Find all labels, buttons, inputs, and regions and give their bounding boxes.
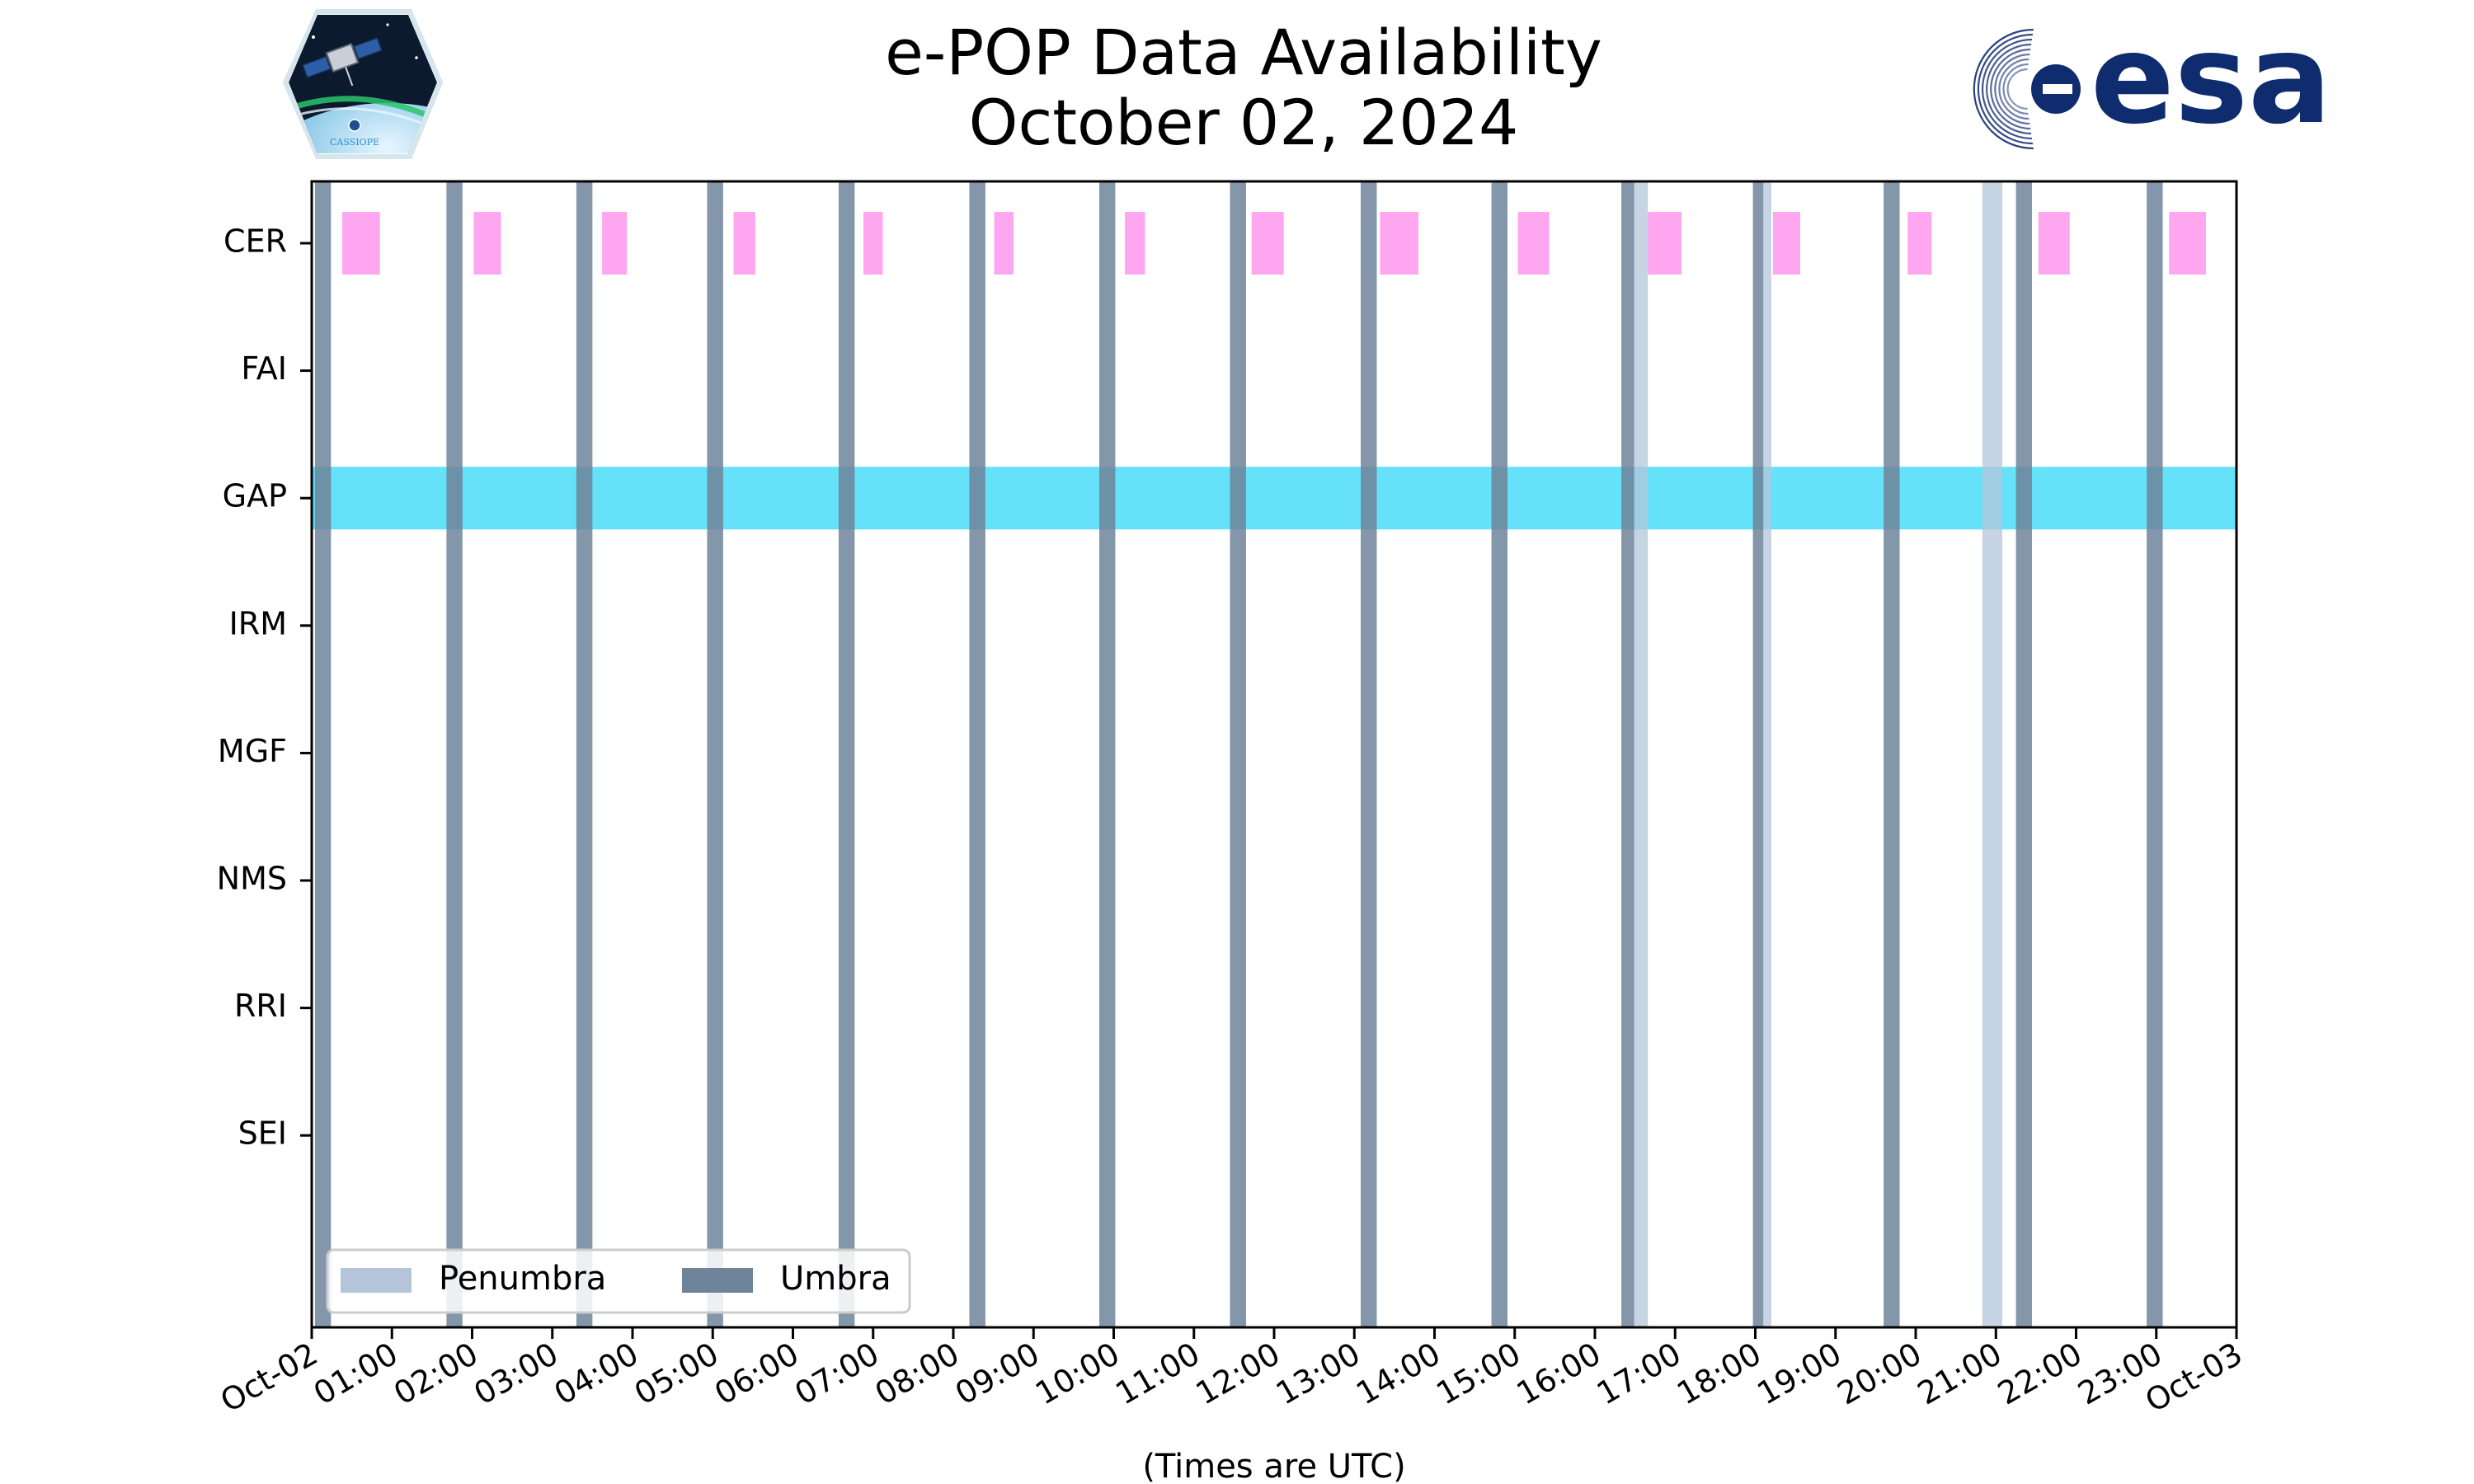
esa-swirl-bar [2043,84,2072,94]
penumbra-band-2 [1763,181,1771,1327]
availability-bar-cer-11 [1648,212,1682,275]
availability-bar-cer-13 [1907,212,1932,275]
x-tick-label-1: 01:00 [308,1336,404,1412]
availability-bar-cer-4 [733,212,755,275]
cassiope-mission-logo: CASSIOPE [282,9,444,159]
x-tick-label-17: 17:00 [1591,1336,1687,1412]
availability-bar-cer-15 [2169,212,2207,275]
x-tick-label-13: 13:00 [1270,1336,1366,1412]
esa-logo: esa [1973,8,2331,152]
esa-logo-mark [1973,28,2081,150]
legend: Penumbra Umbra [326,1248,911,1314]
availability-bars [312,212,2236,530]
x-tick-label-9: 09:00 [949,1336,1046,1412]
penumbra-band-1 [1634,181,1649,1327]
availability-bar-gap-1 [312,467,2236,530]
y-tick-label-gap: GAP [223,478,287,514]
umbra-band-1 [314,181,332,1327]
umbra-band-3 [576,181,593,1327]
x-tick-label-7: 07:00 [788,1336,885,1412]
y-axis: CER FAI GAP IRM MGF NMS RRI SEI [217,223,312,1152]
x-tick-label-11: 11:00 [1109,1336,1206,1412]
esa-swirl-arc [1977,33,2033,145]
x-axis: Oct-0201:0002:0003:0004:0005:0006:0007:0… [214,1327,2249,1420]
x-tick-label-15: 15:00 [1430,1336,1526,1412]
x-tick-label-5: 05:00 [628,1336,725,1412]
chart-title-line-1: e-POP Data Availability [885,16,1602,89]
availability-bar-cer-14 [2038,212,2070,275]
umbra-band-7 [1098,181,1116,1327]
availability-bar-cer-10 [1517,212,1550,275]
x-axis-label: (Times are UTC) [1142,1448,1405,1484]
legend-swatch-penumbra [341,1268,412,1293]
esa-logo-text: esa [2091,8,2331,152]
esa-swirl-arc [1998,58,2030,120]
y-tick-label-mgf: MGF [218,733,287,769]
x-tick-label-22: 22:00 [1992,1336,2088,1412]
availability-bar-cer-8 [1251,212,1284,275]
umbra-band-10 [1491,181,1507,1327]
x-tick-label-20: 20:00 [1832,1336,1928,1412]
eclipse-shading [314,181,2163,1327]
legend-label-umbra: Umbra [780,1260,891,1298]
umbra-band-4 [707,181,723,1327]
x-tick-label-2: 02:00 [388,1336,484,1412]
esa-swirl-arc [1990,48,2031,130]
y-tick-label-fai: FAI [241,350,287,387]
y-tick-label-sei: SEI [238,1115,287,1152]
penumbra-band-3 [1982,181,2003,1327]
legend-box [326,1248,911,1314]
legend-swatch-umbra [682,1268,753,1293]
availability-bar-cer-1 [341,212,380,275]
x-tick-label-10: 10:00 [1029,1336,1126,1412]
esa-swirl-arc [1981,38,2033,140]
x-tick-label-8: 08:00 [869,1336,966,1412]
x-tick-label-12: 12:00 [1190,1336,1286,1412]
esa-swirl-arc [2002,63,2029,115]
availability-bar-cer-9 [1380,212,1419,275]
legend-label-penumbra: Penumbra [439,1260,606,1298]
availability-bar-cer-7 [1125,212,1145,275]
x-tick-label-19: 19:00 [1751,1336,1847,1412]
x-tick-label-21: 21:00 [1912,1336,2008,1412]
x-tick-label-16: 16:00 [1511,1336,1607,1412]
umbra-band-12 [1752,181,1764,1327]
y-tick-label-rri: RRI [234,988,287,1024]
plot-frame [310,180,2238,1329]
cassiope-logo-caption: CASSIOPE [330,137,379,148]
x-tick-label-14: 14:00 [1350,1336,1446,1412]
esa-swirl-arc [1986,43,2032,135]
umbra-band-13 [1884,181,1900,1327]
umbra-band-6 [969,181,985,1327]
umbra-band-2 [446,181,463,1327]
umbra-band-5 [838,181,855,1327]
availability-bar-cer-2 [473,212,501,275]
y-tick-label-irm: IRM [229,605,287,641]
esa-swirl-arc [1994,53,2030,125]
availability-bar-cer-12 [1772,212,1800,275]
umbra-band-11 [1621,181,1634,1327]
chart-title-line-2: October 02, 2024 [969,86,1519,159]
umbra-band-15 [2147,181,2163,1327]
y-tick-label-cer: CER [223,223,287,260]
x-tick-label-4: 04:00 [548,1336,645,1412]
availability-bar-cer-5 [863,212,883,275]
esa-swirl-arc [2006,68,2028,110]
esa-swirl-arc [1973,28,2034,150]
umbra-band-14 [2015,181,2033,1327]
x-tick-label-6: 06:00 [708,1336,805,1412]
umbra-band-9 [1361,181,1377,1327]
x-tick-label-18: 18:00 [1671,1336,1767,1412]
x-tick-label-0: Oct-02 [214,1336,324,1420]
availability-bar-cer-3 [602,212,628,275]
umbra-band-8 [1230,181,1246,1327]
y-tick-label-nms: NMS [217,861,287,897]
x-tick-label-3: 03:00 [468,1336,564,1412]
availability-bar-cer-6 [994,212,1014,275]
